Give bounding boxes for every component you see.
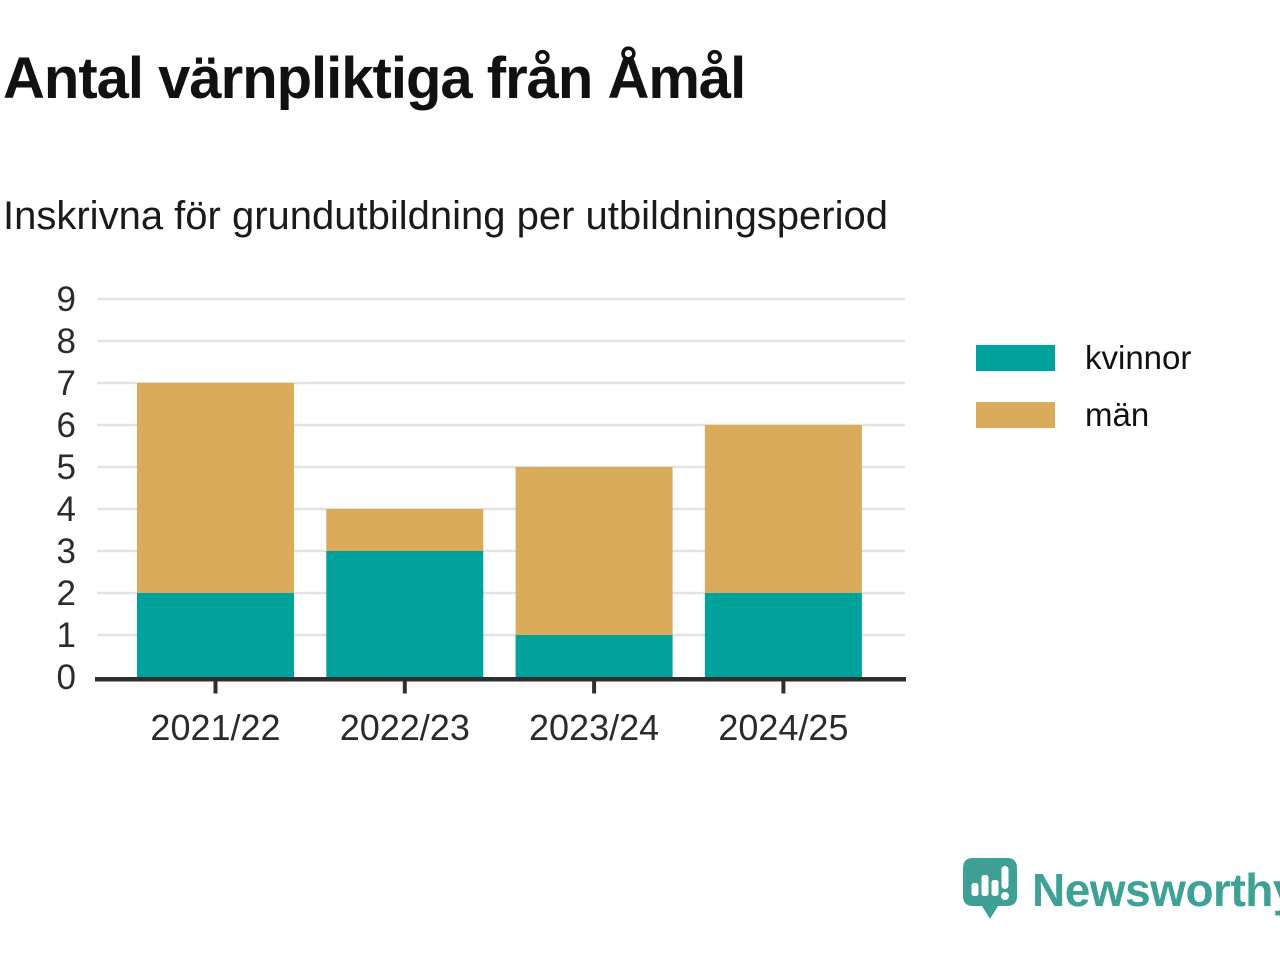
bar-segment-män-2022-23 [326,509,484,551]
x-tick-label: 2021/22 [150,707,280,748]
y-tick-label: 5 [57,448,76,487]
chart-legend: kvinnor män [976,339,1191,453]
legend-swatch-kvinnor [976,345,1055,371]
legend-label-kvinnor: kvinnor [1085,339,1192,376]
y-tick-label: 1 [57,616,76,655]
y-tick-label: 0 [57,658,76,697]
bar-segment-män-2021-22 [137,383,294,593]
y-tick-label: 6 [57,406,76,445]
x-tick-label: 2024/25 [718,707,848,748]
x-tick [781,681,786,694]
legend-item-man: män [976,396,1191,434]
legend-swatch-man [976,402,1055,428]
bar-segment-kvinnor-2024-25 [704,593,862,677]
y-tick-label: 9 [57,280,76,319]
y-tick-label: 4 [57,490,76,529]
brand-name: Newsworthy [1032,863,1280,916]
y-tick-label: 8 [57,322,76,361]
chart-title: Antal värnpliktiga från Åmål [3,46,746,111]
x-tick [592,681,597,694]
bar-segment-män-2024-25 [704,425,862,593]
y-tick-label: 2 [57,574,76,613]
bar-segment-kvinnor-2021-22 [137,593,294,677]
legend-item-kvinnor: kvinnor [976,339,1191,377]
x-axis-line [95,677,906,682]
y-tick-label: 7 [57,364,76,403]
bar-segment-kvinnor-2023-24 [515,635,673,677]
bar-segment-kvinnor-2022-23 [326,551,484,677]
bar-segment-män-2023-24 [515,467,673,635]
x-tick [402,681,407,694]
speech-bubble-shape [963,858,1017,919]
chart-subtitle: Inskrivna för grundutbildning per utbild… [3,194,888,238]
x-tick [213,681,218,694]
newsworthy-logo-icon [963,858,1017,919]
y-tick-label: 3 [57,532,76,571]
x-tick-label: 2023/24 [529,707,659,748]
x-tick-label: 2022/23 [340,707,470,748]
legend-label-man: män [1085,396,1150,433]
brand-footer: Newsworthy [963,858,1280,921]
